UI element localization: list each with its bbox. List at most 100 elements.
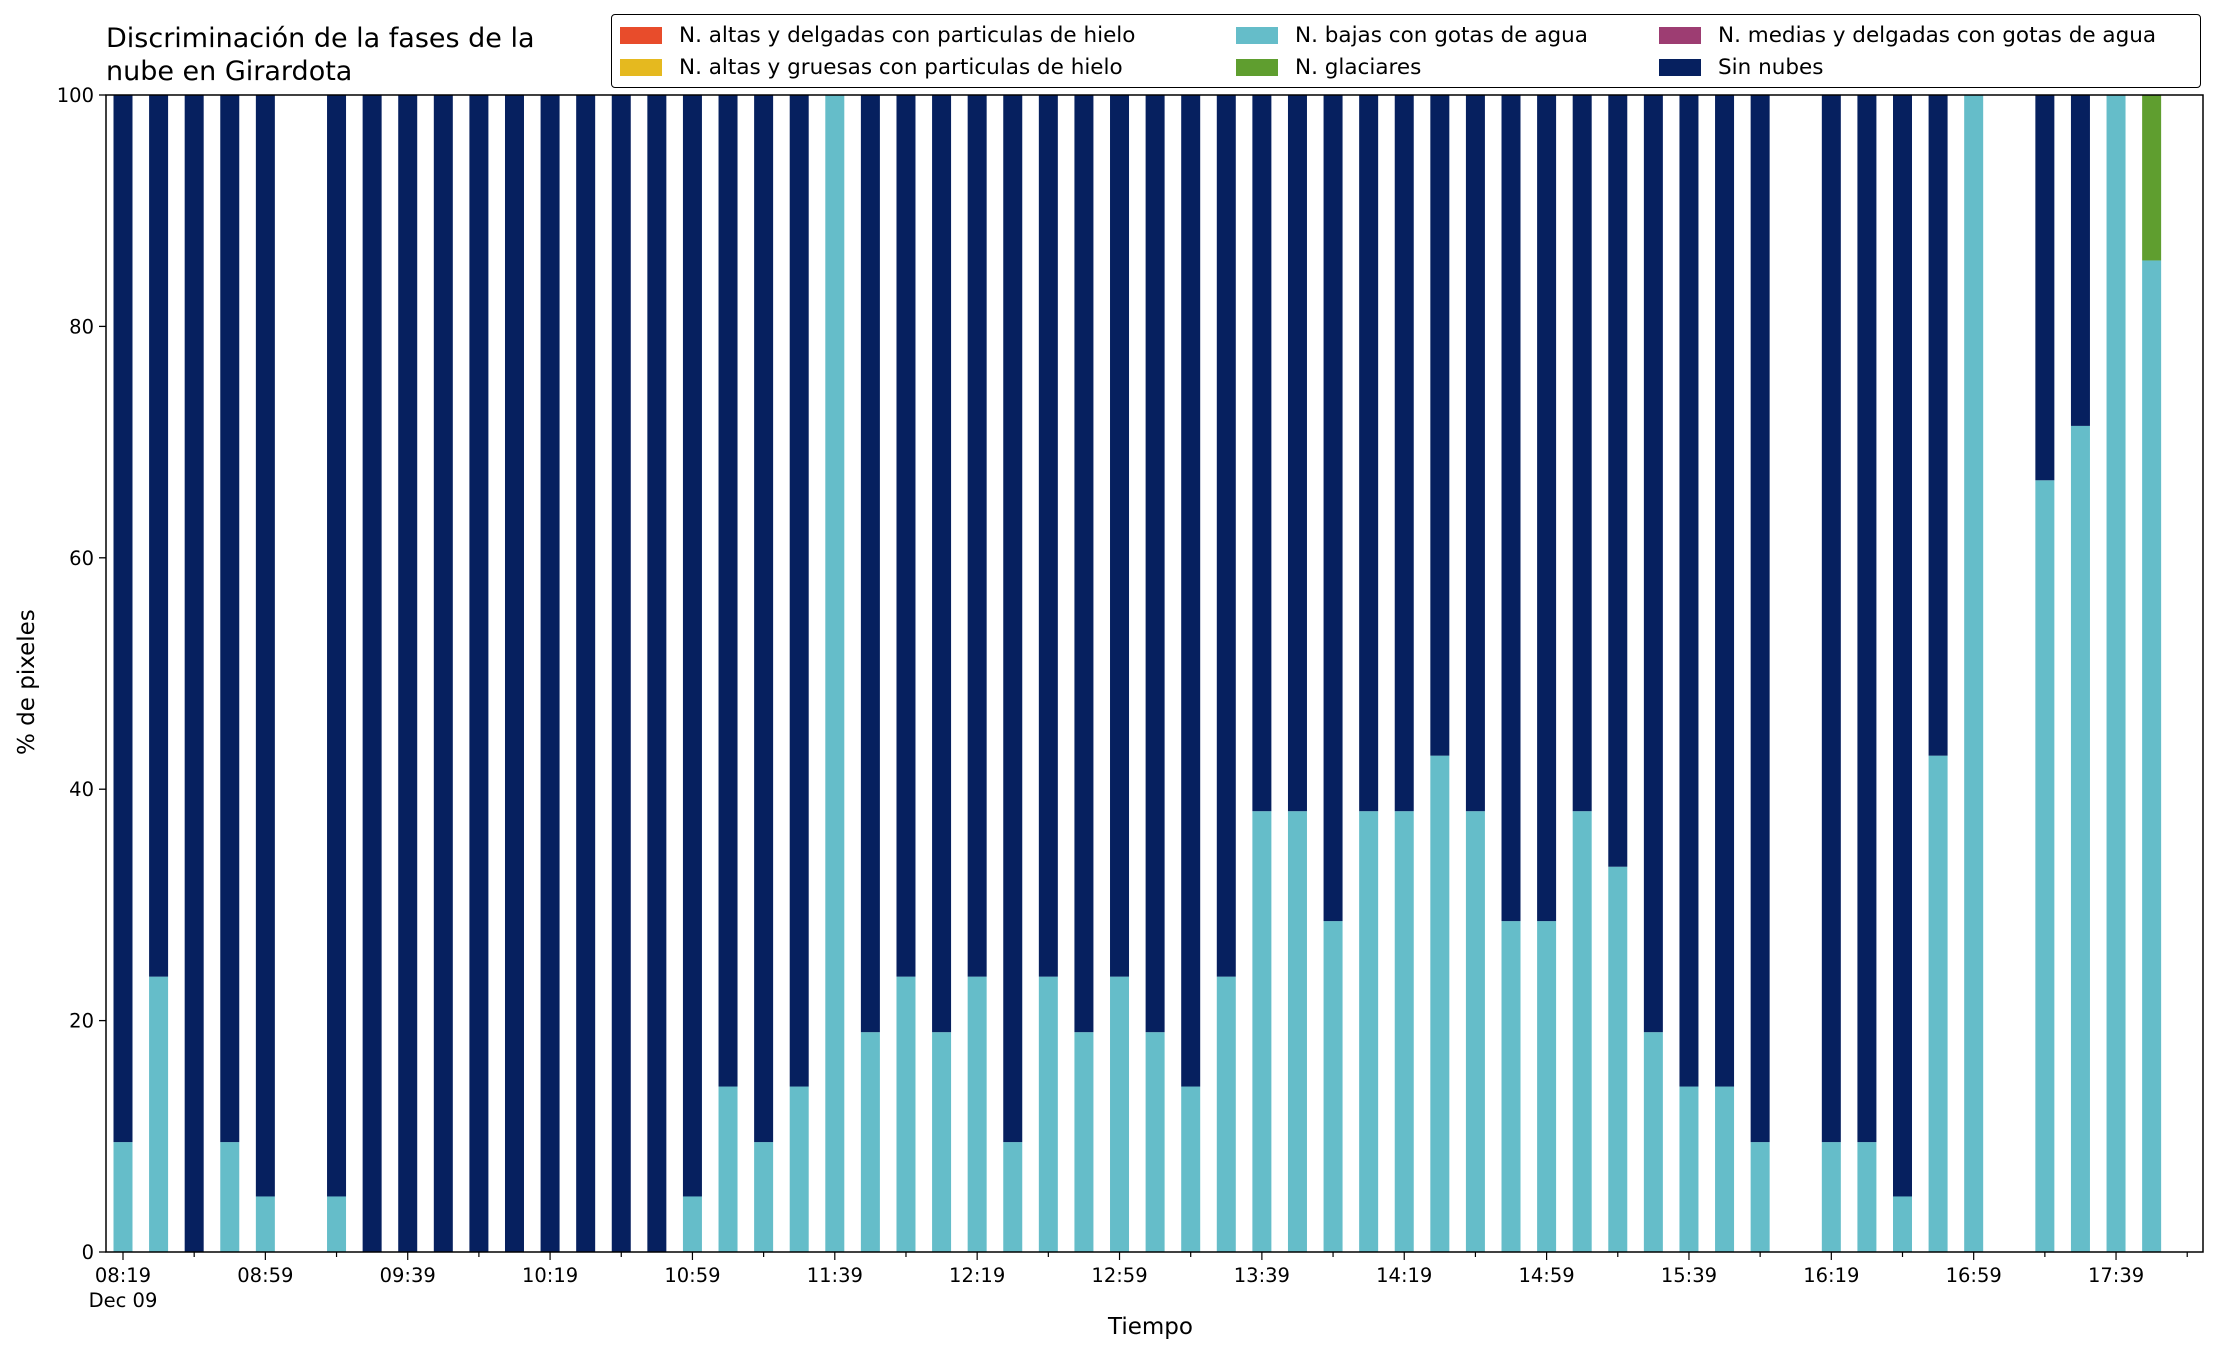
bar-segment: [1181, 1086, 1201, 1252]
bar-segment: [1715, 95, 1735, 1087]
y-tick-label: 20: [69, 1010, 94, 1033]
bar-segment: [611, 95, 631, 1252]
bar-segment: [1323, 921, 1343, 1252]
bar-segment: [1679, 1086, 1699, 1252]
bar-segment: [184, 95, 204, 1252]
legend-label: N. bajas con gotas de agua: [1295, 22, 1588, 48]
bar-segment: [1537, 95, 1557, 922]
plot-frame: [105, 94, 2204, 1253]
bar-segment: [1430, 95, 1450, 756]
bar-segment: [2070, 95, 2090, 426]
bar-segment: [1572, 95, 1592, 812]
bar-segment: [860, 1032, 880, 1252]
x-tick-label: 10:19: [522, 1264, 578, 1287]
bar-segment: [1359, 811, 1379, 1252]
bar-segment: [682, 1196, 702, 1252]
bar-segment: [540, 95, 560, 1252]
legend-label: N. glaciares: [1295, 54, 1422, 80]
bar-segment: [1287, 95, 1307, 812]
bar-segment: [1110, 976, 1130, 1252]
bar-segment: [2142, 95, 2162, 261]
legend-swatch: [620, 26, 662, 44]
x-tick-label: 14:59: [1518, 1264, 1574, 1287]
bar-segment: [1074, 95, 1094, 1033]
bar-segment: [1038, 976, 1058, 1252]
bar-segment: [1252, 811, 1272, 1252]
x-tick-label: 16:19: [1803, 1264, 1859, 1287]
legend-item-glaciares: N. glaciares: [1236, 53, 1421, 81]
bar-segment: [718, 1086, 738, 1252]
bar-segment: [2142, 260, 2162, 1252]
bar-segment: [1394, 811, 1414, 1252]
bar-segment: [1715, 1086, 1735, 1252]
bar-segment: [789, 1086, 809, 1252]
bar-segment: [896, 976, 916, 1252]
legend-swatch: [1659, 58, 1701, 76]
bar-segment: [754, 1142, 774, 1252]
bar-segment: [327, 95, 347, 1197]
bar-segment: [1181, 95, 1201, 1087]
bar-segment: [718, 95, 738, 1087]
x-tick-label: 09:39: [380, 1264, 436, 1287]
legend-swatch: [1236, 58, 1278, 76]
legend-item-altas-gruesas: N. altas y gruesas con particulas de hie…: [620, 53, 1123, 81]
bar-segment: [2035, 480, 2055, 1252]
bar-segment: [1394, 95, 1414, 812]
x-tick-label: 08:19: [95, 1264, 151, 1287]
bar-segment: [789, 95, 809, 1087]
bar-segment: [647, 95, 667, 1252]
x-tick-label: 14:19: [1376, 1264, 1432, 1287]
legend-item-bajas-gotas: N. bajas con gotas de agua: [1236, 21, 1588, 49]
bar-segment: [504, 95, 524, 1252]
bar-segment: [1572, 811, 1592, 1252]
bar-segment: [1537, 921, 1557, 1252]
y-tick-label: 80: [69, 315, 94, 338]
bar-segment: [1252, 95, 1272, 812]
bar-segment: [825, 95, 845, 1252]
bar-segment: [1216, 976, 1236, 1252]
x-axis-label: Tiempo: [1108, 1314, 1193, 1340]
bar-segment: [576, 95, 596, 1252]
bar-segment: [1003, 95, 1023, 1143]
bar-segment: [932, 1032, 952, 1252]
bar-segment: [1821, 95, 1841, 1143]
bar-segment: [1003, 1142, 1023, 1252]
bar-segment: [2106, 95, 2126, 1252]
bar-segment: [149, 95, 169, 977]
bar-segment: [113, 95, 133, 1143]
bar-segment: [1679, 95, 1699, 1087]
bar-segment: [1750, 95, 1770, 1143]
bar-segment: [896, 95, 916, 977]
y-tick-label: 60: [69, 547, 94, 570]
bar-segment: [1608, 866, 1628, 1252]
bar-segment: [1110, 95, 1130, 977]
bar-segment: [1928, 95, 1948, 756]
bar-segment: [1821, 1142, 1841, 1252]
legend-label: N. altas y delgadas con particulas de hi…: [679, 22, 1136, 48]
bar-segment: [255, 95, 275, 1197]
x-tick-label: 17:39: [2088, 1264, 2144, 1287]
legend: N. altas y delgadas con particulas de hi…: [611, 14, 2201, 88]
bar-segment: [220, 1142, 240, 1252]
bar-segment: [1145, 1032, 1165, 1252]
bar-segment: [1465, 811, 1485, 1252]
legend-label: N. medias y delgadas con gotas de agua: [1718, 22, 2157, 48]
legend-item-medias-delgadas: N. medias y delgadas con gotas de agua: [1659, 21, 2156, 49]
bar-segment: [469, 95, 489, 1252]
bar-segment: [1893, 1196, 1912, 1252]
legend-item-sin-nubes: Sin nubes: [1659, 53, 1823, 81]
x-tick-label: 12:19: [949, 1264, 1005, 1287]
x-tick-label: 15:39: [1661, 1264, 1717, 1287]
bar-segment: [1857, 95, 1877, 1143]
bar-segment: [1323, 95, 1343, 922]
bar-segment: [1465, 95, 1485, 812]
y-tick-label: 0: [82, 1241, 94, 1264]
legend-swatch: [620, 58, 662, 76]
bar-segment: [1893, 95, 1912, 1197]
legend-label: N. altas y gruesas con particulas de hie…: [679, 54, 1123, 80]
bar-segment: [1750, 1142, 1770, 1252]
legend-swatch: [1659, 26, 1701, 44]
legend-label: Sin nubes: [1718, 54, 1824, 80]
bar-segment: [1608, 95, 1628, 867]
